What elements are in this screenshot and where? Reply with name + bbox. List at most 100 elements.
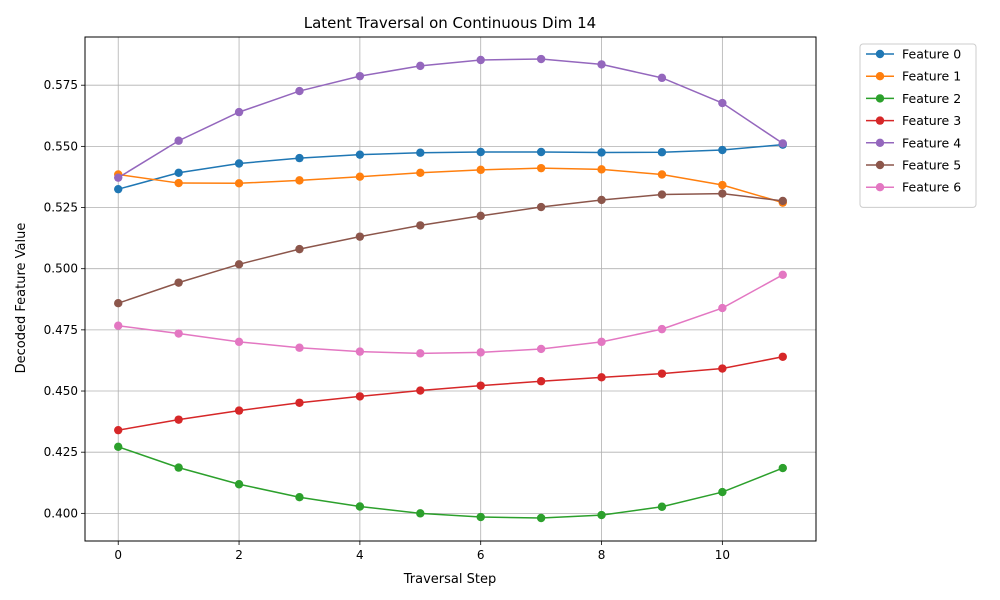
legend-swatch-marker bbox=[875, 94, 885, 103]
data-point bbox=[657, 73, 667, 83]
y-tick-label: 0.475 bbox=[44, 323, 78, 337]
data-point bbox=[718, 487, 727, 497]
grid bbox=[85, 37, 816, 541]
legend-item: Feature 4 bbox=[866, 135, 961, 150]
data-point bbox=[536, 54, 546, 64]
legend-swatch-marker bbox=[875, 183, 885, 192]
data-point bbox=[718, 189, 727, 198]
data-point bbox=[476, 147, 485, 157]
data-point bbox=[597, 148, 606, 157]
x-tick-label: 6 bbox=[477, 548, 485, 562]
legend-swatch-marker bbox=[875, 138, 885, 147]
data-point bbox=[114, 184, 123, 194]
legend-item: Feature 6 bbox=[866, 180, 961, 195]
data-point bbox=[476, 348, 485, 357]
data-point bbox=[476, 55, 485, 65]
data-point bbox=[114, 173, 123, 182]
legend-label: Feature 6 bbox=[902, 180, 961, 195]
series-feature-3 bbox=[114, 352, 787, 435]
data-point bbox=[234, 159, 244, 168]
data-point bbox=[114, 321, 123, 330]
data-point bbox=[597, 60, 606, 69]
data-point bbox=[657, 369, 667, 378]
data-point bbox=[234, 179, 244, 188]
y-tick-label: 0.400 bbox=[44, 506, 78, 520]
y-tick-label: 0.525 bbox=[44, 201, 78, 215]
data-point bbox=[536, 513, 546, 523]
data-point bbox=[476, 165, 485, 175]
data-point bbox=[174, 463, 183, 472]
y-tick-label: 0.550 bbox=[44, 139, 78, 153]
data-point bbox=[114, 425, 123, 435]
series-line bbox=[117, 58, 784, 179]
data-point bbox=[114, 298, 123, 308]
legend-item: Feature 5 bbox=[866, 158, 961, 173]
x-tick-label: 2 bbox=[235, 548, 243, 562]
data-point bbox=[657, 170, 667, 179]
legend-label: Feature 4 bbox=[902, 135, 961, 150]
data-point bbox=[234, 337, 244, 347]
data-point bbox=[355, 347, 365, 356]
chart-title: Latent Traversal on Continuous Dim 14 bbox=[304, 14, 596, 32]
legend: Feature 0 Feature 1 Feature 2 Feature 3 Feat… bbox=[859, 43, 977, 208]
y-tick-label: 0.450 bbox=[44, 384, 78, 398]
data-point bbox=[234, 107, 244, 117]
data-point bbox=[355, 502, 365, 511]
legend-label: Feature 2 bbox=[902, 91, 961, 106]
series-line bbox=[118, 356, 783, 431]
data-point bbox=[416, 168, 425, 177]
data-point bbox=[174, 136, 183, 145]
series-line bbox=[118, 274, 784, 355]
data-point bbox=[536, 202, 546, 212]
legend-label: Feature 5 bbox=[902, 158, 961, 173]
data-point bbox=[114, 442, 123, 452]
data-point bbox=[597, 510, 606, 520]
data-point bbox=[718, 145, 727, 155]
data-point bbox=[718, 364, 727, 373]
data-point bbox=[778, 463, 787, 473]
data-point bbox=[416, 349, 425, 358]
axes-frame bbox=[84, 36, 817, 542]
legend-item: Feature 3 bbox=[866, 113, 961, 128]
series-feature-1 bbox=[114, 163, 787, 207]
data-point bbox=[536, 147, 546, 157]
data-point bbox=[174, 415, 183, 424]
data-point bbox=[355, 150, 365, 159]
y-axis-ticks: 0.400 0.425 0.450 0.475 0.500 0.525 0.550 0.575 bbox=[44, 78, 85, 520]
data-point bbox=[778, 270, 787, 280]
series-feature-0 bbox=[114, 140, 787, 194]
data-point bbox=[476, 211, 485, 221]
series-feature-4 bbox=[114, 54, 787, 182]
legend-label: Feature 0 bbox=[902, 47, 961, 62]
data-point bbox=[234, 260, 244, 269]
legend-swatch-marker bbox=[875, 49, 885, 59]
data-point bbox=[295, 86, 304, 96]
data-point bbox=[718, 303, 727, 313]
data-point bbox=[295, 398, 304, 407]
series-line bbox=[117, 446, 784, 519]
data-point bbox=[174, 278, 183, 287]
data-point bbox=[416, 61, 425, 71]
data-point bbox=[355, 172, 365, 181]
data-point bbox=[174, 168, 183, 177]
legend-box bbox=[859, 43, 977, 208]
data-point bbox=[597, 195, 606, 205]
y-tick-label: 0.575 bbox=[44, 78, 78, 92]
data-point bbox=[355, 232, 365, 241]
series-feature-6 bbox=[114, 270, 787, 358]
data-point bbox=[657, 148, 667, 157]
x-tick-label: 10 bbox=[715, 548, 730, 562]
data-point bbox=[778, 139, 787, 148]
y-tick-label: 0.425 bbox=[44, 445, 78, 459]
data-point bbox=[778, 352, 787, 361]
series-feature-5 bbox=[114, 189, 787, 308]
y-axis-label: Decoded Feature Value bbox=[14, 223, 29, 374]
data-point bbox=[657, 324, 667, 334]
plot-area: 0 2 4 6 8 10 0.4000.4250.4500.4750.5000.5250.… bbox=[44, 36, 817, 562]
data-point bbox=[295, 176, 304, 185]
data-point bbox=[536, 377, 546, 386]
legend-swatch-marker bbox=[875, 116, 885, 125]
data-point bbox=[657, 190, 667, 199]
